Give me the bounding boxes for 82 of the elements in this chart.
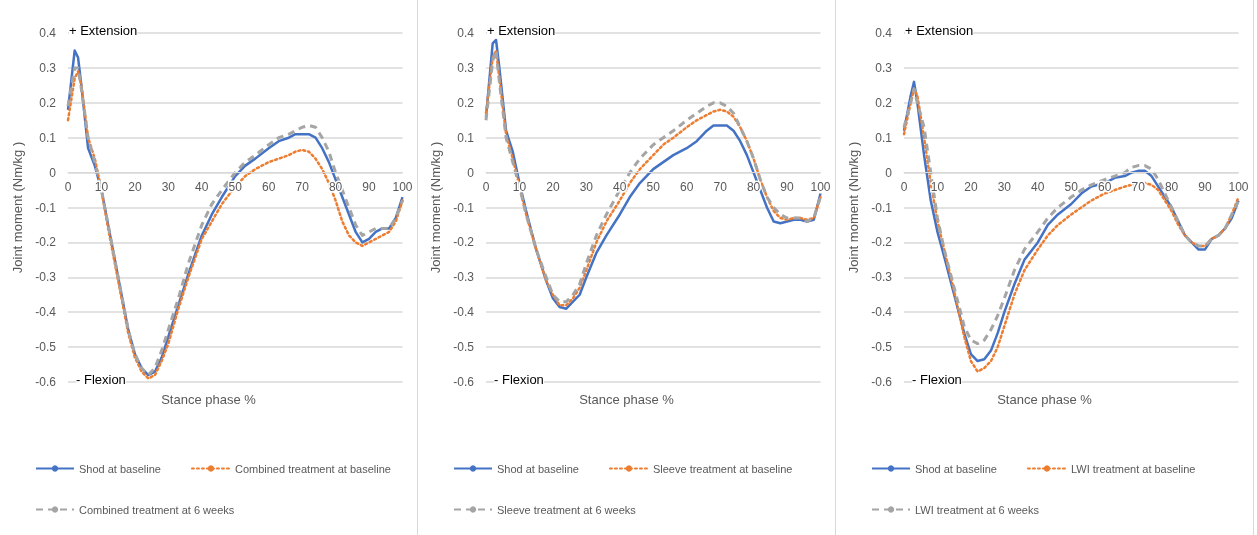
y-tick-label: 0.4 bbox=[457, 26, 475, 40]
legend-label: Sleeve treatment at baseline bbox=[652, 462, 793, 475]
x-tick-label: 30 bbox=[161, 179, 176, 194]
x-tick-label: 60 bbox=[680, 179, 694, 194]
x-tick-label: 90 bbox=[780, 179, 795, 194]
legend-label: LWI treatment at 6 weeks bbox=[915, 503, 1040, 516]
x-tick-label: 90 bbox=[362, 179, 377, 194]
y-tick-label: -0.5 bbox=[35, 340, 57, 355]
x-tick-label: 40 bbox=[613, 179, 627, 194]
x-tick-label: 30 bbox=[997, 179, 1012, 194]
x-axis-title: Stance phase % bbox=[161, 392, 257, 407]
y-tick-label: 0.1 bbox=[39, 130, 57, 145]
x-tick-label: 100 bbox=[810, 179, 831, 194]
y-axis-title: Joint moment (Nm/kg ) bbox=[10, 141, 26, 274]
y-tick-label: -0.1 bbox=[35, 200, 57, 215]
y-tick-label: 0.1 bbox=[875, 130, 893, 145]
x-tick-label: 70 bbox=[713, 179, 728, 194]
x-tick-label: 20 bbox=[128, 179, 142, 194]
y-tick-label: -0.2 bbox=[35, 235, 57, 250]
y-tick-label: 0.2 bbox=[39, 95, 57, 110]
x-tick-label: 60 bbox=[262, 179, 276, 194]
annotation: + Extension bbox=[487, 23, 556, 38]
y-tick-label: -0.2 bbox=[871, 235, 893, 250]
x-tick-label: 10 bbox=[930, 179, 945, 194]
x-tick-label: 0 bbox=[482, 179, 490, 194]
annotation: + Extension bbox=[69, 23, 138, 38]
y-tick-label: -0.3 bbox=[453, 270, 475, 285]
y-tick-label: -0.4 bbox=[35, 305, 57, 320]
y-tick-label: -0.1 bbox=[453, 200, 475, 215]
x-tick-label: 20 bbox=[546, 179, 560, 194]
y-tick-label: -0.1 bbox=[871, 200, 893, 215]
x-tick-label: 90 bbox=[1198, 179, 1213, 194]
x-axis-title: Stance phase % bbox=[997, 392, 1093, 407]
y-tick-label: 0.4 bbox=[875, 26, 893, 40]
x-tick-label: 40 bbox=[195, 179, 209, 194]
x-tick-label: 0 bbox=[64, 179, 72, 194]
y-tick-label: -0.3 bbox=[871, 270, 893, 285]
y-tick-label: 0.3 bbox=[39, 60, 57, 75]
y-tick-label: 0.1 bbox=[457, 130, 475, 145]
x-tick-label: 80 bbox=[1164, 179, 1179, 194]
y-tick-label: 0.2 bbox=[875, 95, 893, 110]
y-tick-label: -0.5 bbox=[871, 340, 893, 355]
y-tick-label: 0.2 bbox=[457, 95, 475, 110]
annotation: + Extension bbox=[905, 23, 974, 38]
legend-label: Shod at baseline bbox=[915, 462, 997, 475]
y-tick-label: -0.2 bbox=[453, 235, 475, 250]
annotation: - Flexion bbox=[912, 372, 962, 387]
x-tick-label: 0 bbox=[900, 179, 908, 194]
x-tick-label: 100 bbox=[392, 179, 413, 194]
x-tick-label: 50 bbox=[646, 179, 661, 194]
x-tick-label: 40 bbox=[1031, 179, 1045, 194]
y-tick-label: 0 bbox=[467, 165, 475, 180]
y-tick-label: -0.6 bbox=[35, 375, 57, 389]
y-tick-label: -0.6 bbox=[871, 375, 893, 389]
y-tick-label: 0.4 bbox=[39, 26, 57, 40]
y-axis-title: Joint moment (Nm/kg ) bbox=[846, 141, 862, 274]
x-tick-label: 50 bbox=[1064, 179, 1079, 194]
legend-label: Sleeve treatment at 6 weeks bbox=[497, 503, 637, 516]
legend-label: Combined treatment at 6 weeks bbox=[79, 503, 235, 516]
y-tick-label: 0 bbox=[49, 165, 57, 180]
y-tick-label: 0.3 bbox=[457, 60, 475, 75]
legend-label: Shod at baseline bbox=[79, 462, 161, 475]
x-axis-title: Stance phase % bbox=[579, 392, 675, 407]
legend-label: LWI treatment at baseline bbox=[1070, 462, 1196, 475]
y-tick-label: -0.3 bbox=[35, 270, 57, 285]
y-axis-title: Joint moment (Nm/kg ) bbox=[428, 141, 444, 274]
y-tick-label: 0 bbox=[885, 165, 893, 180]
annotation: - Flexion bbox=[76, 372, 126, 387]
y-tick-label: 0.3 bbox=[875, 60, 893, 75]
y-tick-label: -0.4 bbox=[453, 305, 475, 320]
x-tick-label: 100 bbox=[1228, 179, 1249, 194]
y-tick-label: -0.4 bbox=[871, 305, 893, 320]
annotation: - Flexion bbox=[494, 372, 544, 387]
y-tick-label: -0.5 bbox=[453, 340, 475, 355]
x-tick-label: 60 bbox=[1098, 179, 1112, 194]
x-tick-label: 20 bbox=[964, 179, 978, 194]
x-tick-label: 70 bbox=[295, 179, 310, 194]
x-tick-label: 70 bbox=[1131, 179, 1146, 194]
legend-label: Shod at baseline bbox=[497, 462, 579, 475]
y-tick-label: -0.6 bbox=[453, 375, 475, 389]
legend-label: Combined treatment at baseline bbox=[234, 462, 391, 475]
x-tick-label: 30 bbox=[579, 179, 594, 194]
